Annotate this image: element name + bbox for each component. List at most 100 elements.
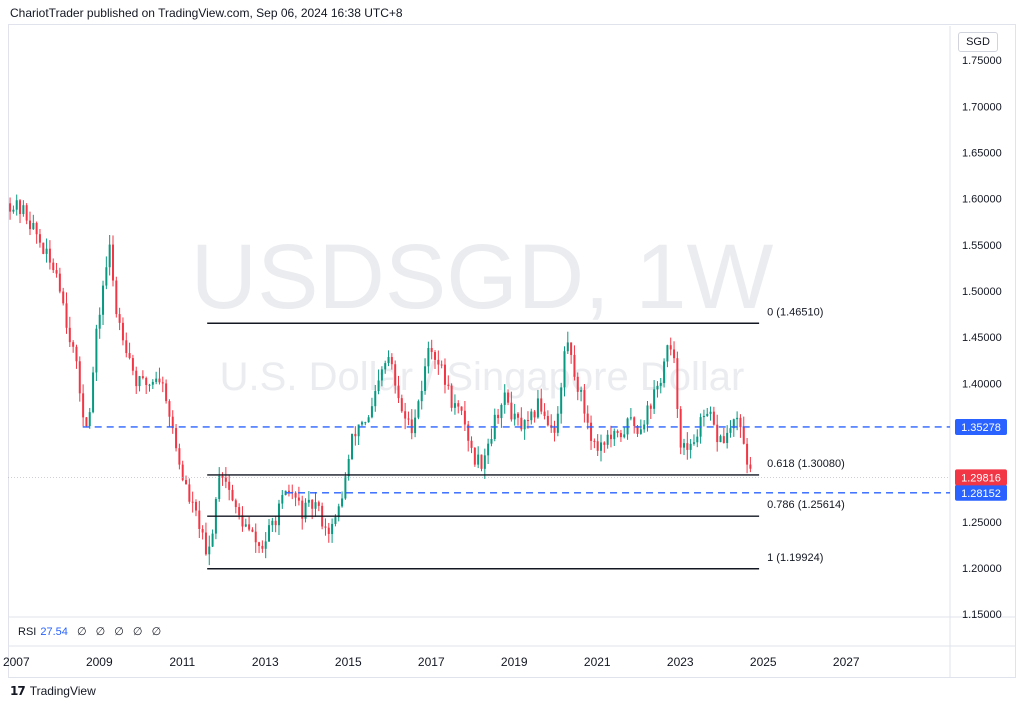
candle-body [510,402,513,420]
fibonacci-levels: 0 (1.46510) 0.618 (1.30080) 0.786 (1.25614… [207,306,845,570]
candle-body [480,454,483,469]
candle-body [706,413,709,416]
candle-body [178,448,181,465]
candle-body [244,524,247,527]
candle-body [696,436,699,443]
candle-body [301,500,304,519]
candle-body [231,489,234,501]
price-tags: 1.35278 1.28152 1.29816 [955,418,1007,501]
candle-body [224,477,227,482]
price-axis: 1.75000 1.70000 1.65000 1.60000 1.55000 1.500… [962,55,1002,621]
candle-body [274,520,277,526]
candle-body [606,434,609,445]
candle-body [191,501,194,503]
currency-label[interactable]: SGD [958,32,998,52]
candle-body [155,378,158,382]
candle-body [264,541,267,549]
candle-body [533,411,536,418]
year-tick-label: 2017 [418,655,445,669]
candle-body [258,542,261,546]
price-tick-label: 1.45000 [962,332,1002,344]
candle-body [400,398,403,412]
candle-body [673,349,676,359]
candle-body [314,502,317,509]
candle-body [473,447,476,465]
candle-body [649,405,652,409]
candle-body [377,380,380,392]
candle-body [600,442,603,451]
candle-body [553,427,556,433]
price-tick-label: 1.15000 [962,609,1002,621]
candle-body [563,351,566,388]
rsi-extra-5: ∅ [151,626,162,638]
rsi-extra-3: ∅ [114,626,124,638]
candle-body [45,248,48,254]
candle-body [497,414,500,419]
candle-body [387,357,390,364]
candle-body [347,458,350,477]
candle-body [201,528,204,533]
candle-body [351,433,354,459]
tradingview-logo[interactable]: 𝟭𝟳 TradingView [10,684,96,698]
candle-body [92,372,95,413]
candle-body [450,385,453,408]
candle-body [48,248,51,263]
watermark-description: U.S. Dollar / Singapore Dollar [220,355,745,399]
candle-body [185,480,188,485]
candle-body [457,403,460,407]
tradingview-brand: TradingView [29,684,96,698]
current-price-tag-bg [955,469,1007,486]
rsi-indicator[interactable]: RSI 27.54 ∅ ∅ ∅ ∅ ∅ [18,625,161,638]
price-tick-label: 1.55000 [962,240,1002,252]
candle-body [397,385,400,399]
year-tick-label: 2027 [833,655,860,669]
candle-body [135,370,138,387]
candle-body [108,244,111,268]
candle-body [437,359,440,365]
candle-body [181,464,184,481]
candle-body [65,303,68,328]
year-tick-label: 2015 [335,655,362,669]
candle-body [82,393,85,418]
candle-body [417,401,420,418]
candle-body [420,391,423,402]
candle-body [543,411,546,416]
candle-body [520,417,523,430]
candle-body [85,417,88,427]
candle-body [307,499,310,503]
candle-body [619,433,622,438]
candle-body [427,347,430,367]
candle-body [603,442,606,445]
candle-body [357,424,360,437]
candle-body [407,418,410,420]
candle-body [337,506,340,518]
price-tick-label: 1.20000 [962,563,1002,575]
candle-body [556,413,559,433]
candle-body [682,443,685,448]
current-price-tag-label: 1.29816 [961,472,1001,484]
candle-body [42,242,45,254]
candle-body [573,354,576,377]
horizontal-lines [8,426,950,494]
candle-body [732,419,735,429]
candle-body [367,417,370,423]
candle-body [175,428,178,449]
candle-body [281,495,284,504]
candle-body [271,520,274,526]
candle-body [128,353,131,359]
candle-body [228,481,231,490]
candle-body [168,401,171,417]
year-tick-label: 2021 [584,655,611,669]
candle-body [507,392,510,403]
candle-body [669,345,672,350]
candle-body [414,417,417,434]
candle-body [646,405,649,425]
candle-body [424,366,427,392]
candle-body [35,222,38,235]
candle-body [165,383,168,402]
rsi-label: RSI [18,626,37,638]
candle-body [19,200,22,215]
candle-body [268,525,271,542]
candle-body [709,411,712,414]
